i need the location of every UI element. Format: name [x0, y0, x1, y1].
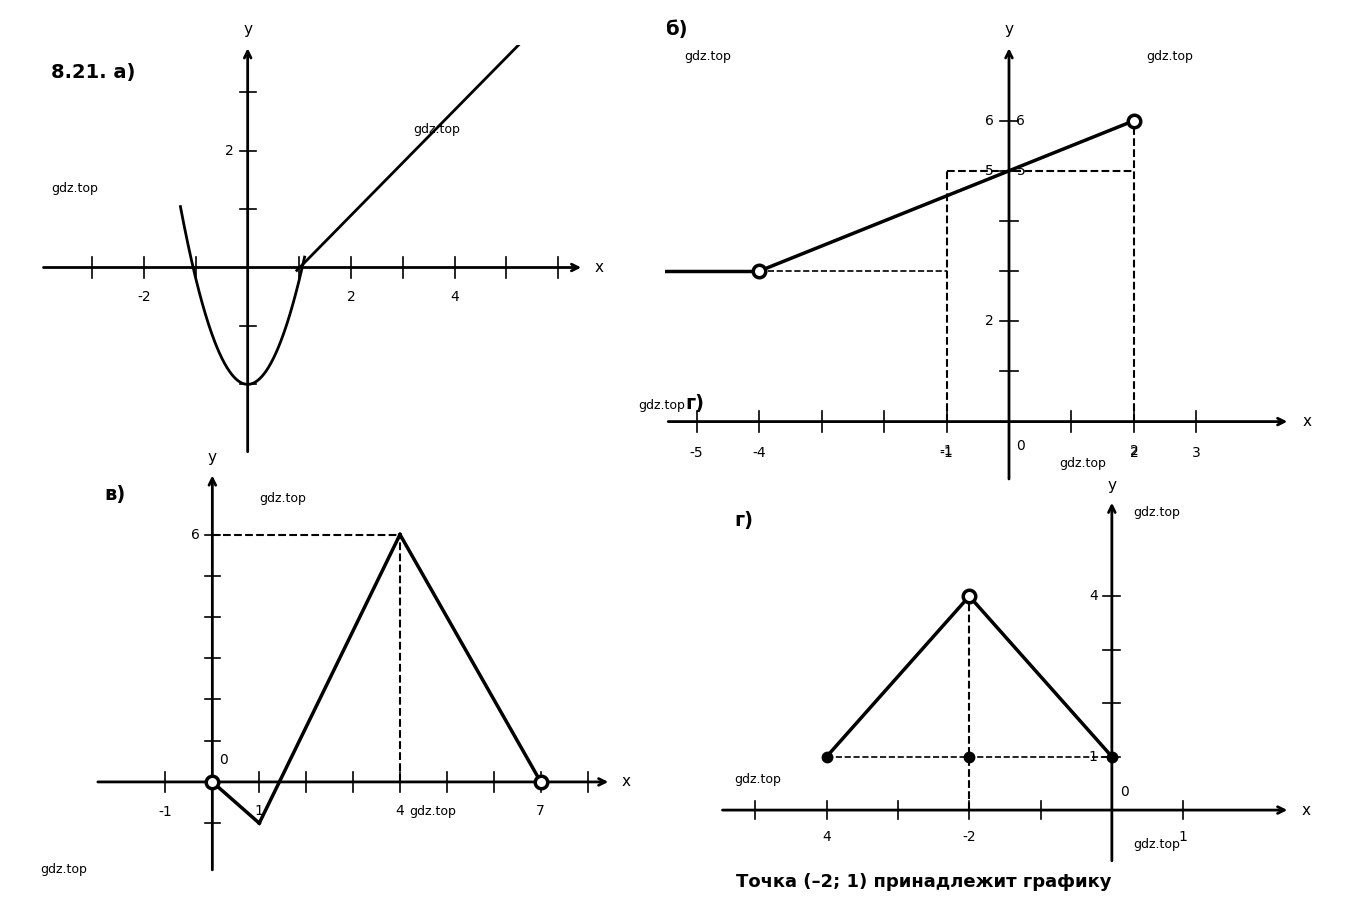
Text: x: x — [1302, 415, 1312, 429]
Text: 2: 2 — [346, 290, 356, 304]
Text: -1: -1 — [940, 445, 953, 460]
Text: 4: 4 — [451, 290, 459, 304]
Text: 1: 1 — [1089, 750, 1097, 764]
Text: gdz.top: gdz.top — [1059, 456, 1105, 470]
Text: gdz.top: gdz.top — [413, 123, 460, 136]
Text: -2: -2 — [137, 290, 151, 304]
Text: x: x — [595, 260, 604, 275]
Text: gdz.top: gdz.top — [1133, 837, 1180, 851]
Text: 1: 1 — [1179, 830, 1188, 844]
Text: gdz.top: gdz.top — [41, 863, 88, 875]
Text: gdz.top: gdz.top — [1146, 51, 1194, 64]
Text: 0: 0 — [1017, 439, 1025, 454]
Text: 5: 5 — [985, 164, 993, 178]
Text: 5: 5 — [1017, 164, 1025, 178]
Text: 2: 2 — [985, 315, 993, 328]
Text: y: y — [1005, 22, 1013, 36]
Text: 2: 2 — [1130, 445, 1138, 458]
Text: в): в) — [105, 485, 126, 504]
Text: г): г) — [686, 394, 705, 413]
Text: 2: 2 — [1130, 445, 1138, 460]
Text: gdz.top: gdz.top — [733, 774, 781, 786]
Text: -1: -1 — [940, 445, 953, 458]
Text: 3: 3 — [1192, 445, 1200, 460]
Text: x: x — [622, 774, 630, 789]
Text: y: y — [1107, 477, 1116, 493]
Text: x: x — [1301, 803, 1310, 817]
Text: -2: -2 — [963, 830, 976, 844]
Text: -5: -5 — [690, 445, 703, 460]
Text: 0: 0 — [220, 754, 228, 767]
Text: 7: 7 — [536, 804, 545, 818]
Text: г): г) — [733, 511, 752, 530]
Text: 4: 4 — [395, 804, 405, 818]
Text: -4: -4 — [752, 445, 766, 460]
Text: Точка (–2; 1) принадлежит графику: Точка (–2; 1) принадлежит графику — [736, 873, 1111, 891]
Text: y: y — [243, 22, 253, 37]
Text: б): б) — [665, 20, 689, 39]
Text: -1: -1 — [159, 804, 172, 819]
Text: gdz.top: gdz.top — [684, 51, 731, 64]
Text: gdz.top: gdz.top — [638, 399, 686, 412]
Text: 0: 0 — [1120, 785, 1128, 799]
Text: gdz.top: gdz.top — [52, 182, 98, 195]
Text: 4: 4 — [1089, 589, 1097, 604]
Text: y: y — [208, 450, 217, 464]
Text: 8.21. а): 8.21. а) — [52, 63, 136, 82]
Text: gdz.top: gdz.top — [409, 804, 456, 818]
Text: gdz.top: gdz.top — [1133, 506, 1180, 519]
Text: 6: 6 — [985, 114, 993, 127]
Text: 2: 2 — [225, 144, 234, 157]
Text: 6: 6 — [190, 527, 200, 542]
Text: gdz.top: gdz.top — [259, 492, 306, 504]
Text: 6: 6 — [1017, 114, 1025, 127]
Text: 4: 4 — [823, 830, 831, 844]
Text: 1: 1 — [255, 804, 263, 818]
